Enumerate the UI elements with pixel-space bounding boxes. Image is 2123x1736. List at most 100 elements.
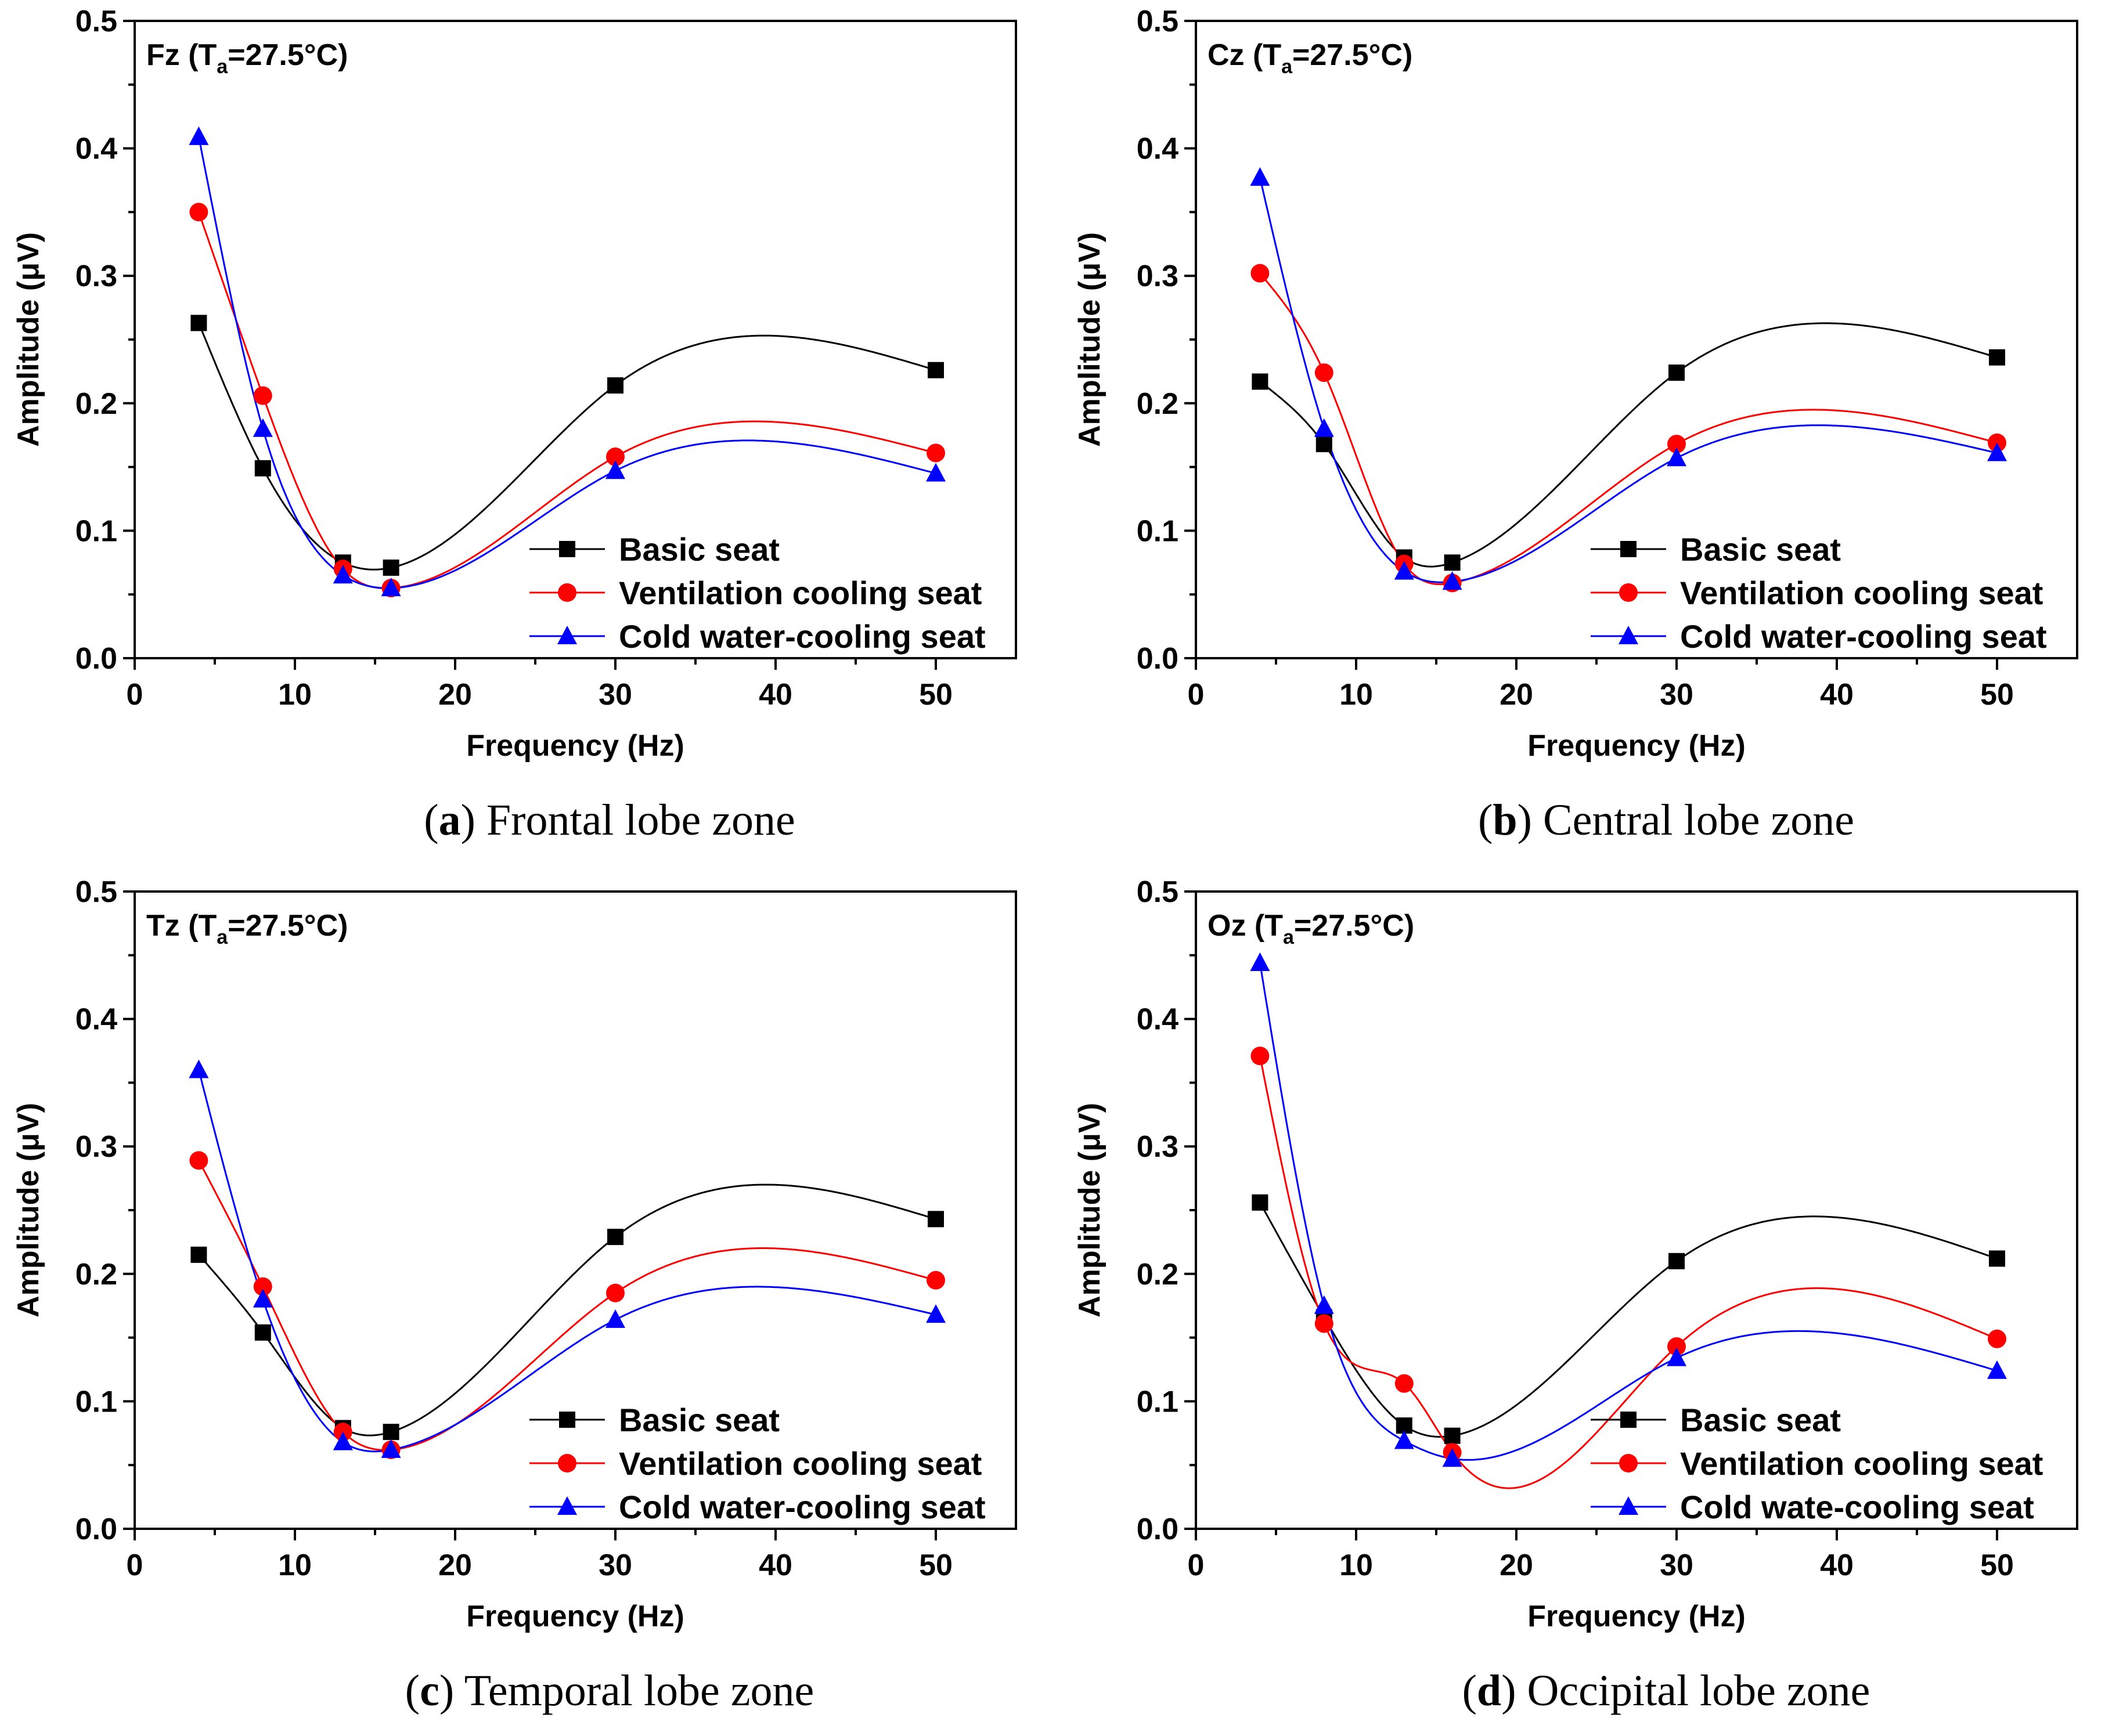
data-point-circle <box>927 443 945 463</box>
legend-marker-circle <box>1619 583 1638 602</box>
panel-label: Tz (Ta=27.5°C) <box>146 909 348 948</box>
data-point-circle <box>253 1277 272 1296</box>
legend-marker-square <box>559 541 575 557</box>
data-point-triangle <box>1250 952 1270 971</box>
y-tick-label: 0.0 <box>1137 1513 1178 1546</box>
legend-label: Cold water-cooling seat <box>619 1489 986 1525</box>
data-point-circle <box>1250 264 1270 283</box>
x-tick-label: 30 <box>599 1549 632 1582</box>
data-point-triangle <box>253 418 273 437</box>
data-point-circle <box>189 1151 208 1170</box>
data-point-square <box>383 560 399 576</box>
data-point-square <box>1444 1427 1461 1444</box>
legend-marker-circle <box>558 583 576 602</box>
panel-a-chart: 0 10 20 30 40 50 0.0 0.1 0.2 0.3 0.4 0.5 Frequency (… <box>12 5 1017 763</box>
data-point-triangle <box>926 1304 946 1323</box>
y-tick-label: 0.3 <box>1137 1130 1178 1164</box>
y-tick-label: 0.1 <box>1137 514 1178 548</box>
data-point-triangle <box>189 1059 209 1078</box>
series-line-3 <box>197 136 936 589</box>
y-axis-title: Amplitude (μV) <box>1073 232 1106 447</box>
panel-label: Cz (Ta=27.5°C) <box>1208 38 1412 78</box>
x-tick-label: 40 <box>759 678 792 712</box>
panel-label: Oz (Ta=27.5°C) <box>1208 909 1414 948</box>
plot-frame <box>1195 890 2078 1530</box>
data-point-square <box>383 1424 399 1441</box>
x-tick-label: 50 <box>919 1549 953 1582</box>
x-tick-label: 10 <box>278 678 312 712</box>
data-point-circle <box>1314 1314 1333 1333</box>
x-tick-label: 0 <box>1188 678 1205 712</box>
legend-label: Cold water-cooling seat <box>619 618 986 655</box>
plot-frame <box>134 890 1017 1530</box>
legend-label: Basic seat <box>1680 1402 1841 1438</box>
data-point-triangle <box>1667 1347 1686 1366</box>
data-point-circle <box>927 1271 945 1290</box>
y-axis-title: Amplitude (μV) <box>1073 1103 1106 1318</box>
data-point-square <box>254 1324 271 1341</box>
plot-frame <box>134 20 1017 659</box>
x-tick-label: 10 <box>1339 1549 1373 1582</box>
x-tick-label: 0 <box>127 1549 143 1582</box>
data-point-circle <box>1250 1046 1270 1066</box>
legend-label: Ventilation cooling seat <box>619 575 982 611</box>
legend-label: Ventilation cooling seat <box>1680 575 2043 611</box>
x-tick-label: 20 <box>438 678 472 712</box>
x-tick-label: 40 <box>759 1549 792 1582</box>
legend-marker-triangle <box>557 1496 577 1515</box>
legend-label: Ventilation cooling seat <box>1680 1445 2043 1482</box>
y-tick-label: 0.2 <box>75 387 117 421</box>
series-line-1 <box>198 322 936 571</box>
data-point-circle <box>606 1283 625 1302</box>
y-tick-label: 0.0 <box>75 642 117 676</box>
data-point-circle <box>1988 1329 2006 1348</box>
x-tick-label: 40 <box>1820 678 1854 712</box>
data-point-circle <box>1667 1337 1686 1356</box>
data-point-triangle <box>333 565 353 584</box>
legend-label: Cold water-cooling seat <box>1680 618 2047 655</box>
data-point-triangle <box>1314 1295 1334 1314</box>
data-point-triangle <box>381 578 401 597</box>
y-axis-title: Amplitude (μV) <box>12 1103 45 1318</box>
series-line-2 <box>198 1160 936 1451</box>
panel-label-rest: =27.5°C) <box>228 909 348 943</box>
data-point-triangle <box>605 460 625 479</box>
legend-label: Basic seat <box>1680 531 1841 568</box>
series-line-1 <box>1259 1202 1998 1438</box>
legend-label: Basic seat <box>619 531 780 568</box>
x-axis-title: Frequency (Hz) <box>466 1600 684 1633</box>
panel-label-main: Oz (T <box>1208 909 1283 943</box>
y-tick-label: 0.4 <box>75 132 117 166</box>
legend-marker-circle <box>1619 1454 1638 1472</box>
data-point-triangle <box>1250 167 1270 186</box>
data-point-circle <box>253 386 272 405</box>
series-line-3 <box>197 1070 936 1453</box>
panel-d-chart: 0 10 20 30 40 50 0.0 0.1 0.2 0.3 0.4 0.5 Frequency (… <box>1073 875 2078 1633</box>
data-point-circle <box>1394 1374 1414 1393</box>
panel-label-main: Fz (T <box>146 38 217 72</box>
data-point-triangle <box>333 1431 353 1450</box>
panel-c-chart: 0 10 20 30 40 50 0.0 0.1 0.2 0.3 0.4 0.5 Frequency (… <box>12 875 1017 1633</box>
y-tick-label: 0.2 <box>1137 387 1178 421</box>
series-line-2 <box>1259 272 1998 586</box>
data-point-circle <box>189 203 208 222</box>
legend-marker-circle <box>558 1454 576 1472</box>
data-point-triangle <box>1442 571 1462 590</box>
panel-b-chart: 0 10 20 30 40 50 0.0 0.1 0.2 0.3 0.4 0.5 Frequency (… <box>1073 5 2078 763</box>
panel-label-subscript: a <box>1281 56 1293 78</box>
y-tick-label: 0.4 <box>1137 1003 1178 1037</box>
x-tick-label: 0 <box>1188 1549 1205 1582</box>
data-point-square <box>254 460 271 477</box>
series-line-3 <box>1259 962 1998 1461</box>
data-point-square <box>1668 1253 1685 1269</box>
data-point-square <box>190 1246 207 1263</box>
legend-marker-square <box>559 1412 575 1428</box>
y-tick-label: 0.5 <box>1137 5 1178 38</box>
data-point-triangle <box>1314 418 1334 437</box>
legend-label: Basic seat <box>619 1402 780 1438</box>
y-tick-label: 0.5 <box>1137 875 1178 909</box>
data-point-square <box>1444 554 1461 571</box>
y-tick-label: 0.1 <box>75 514 117 548</box>
x-tick-label: 30 <box>1660 1549 1693 1582</box>
